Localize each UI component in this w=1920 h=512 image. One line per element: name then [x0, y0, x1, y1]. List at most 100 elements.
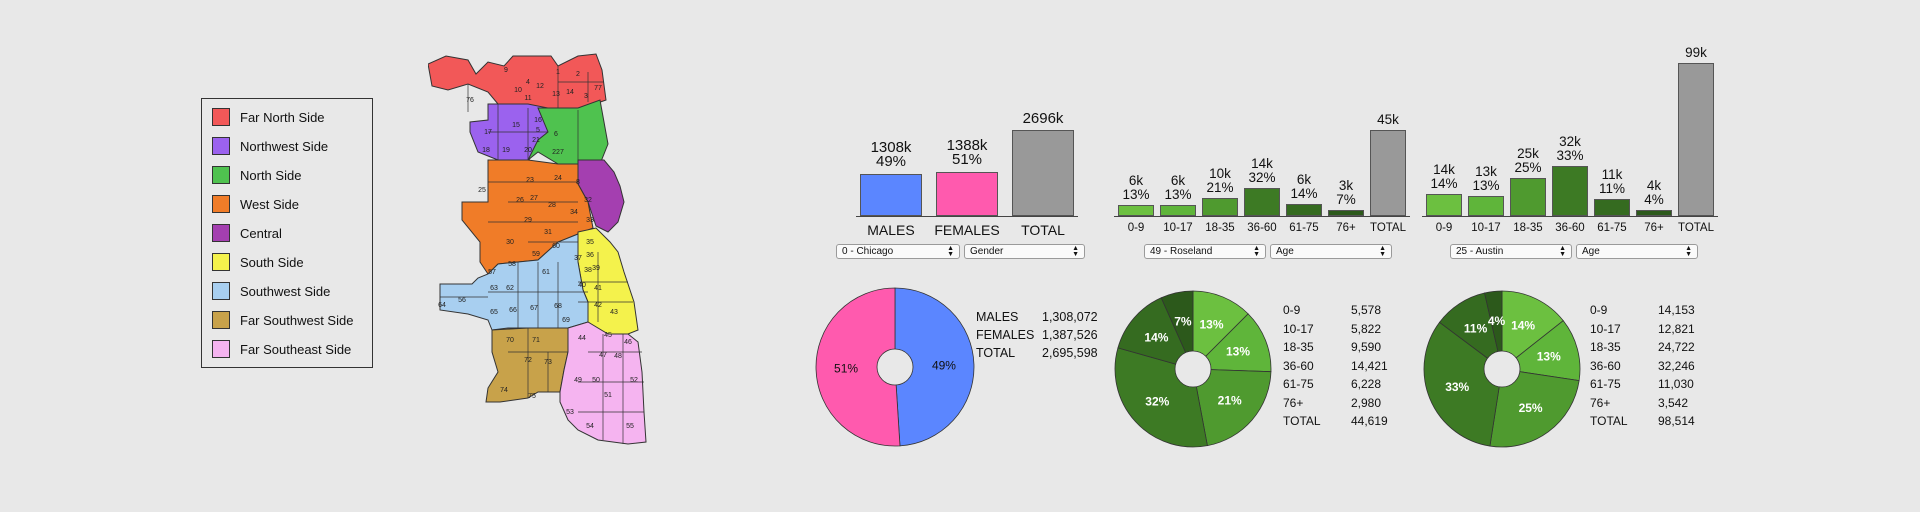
bar-percent: 14% [1290, 186, 1318, 201]
area-select[interactable]: 0 - Chicago ▲ ▼ [836, 244, 960, 259]
table-key: 61-75 [1283, 377, 1314, 391]
legend-item: Central [212, 223, 282, 243]
bar-value: 3k [1338, 178, 1354, 193]
pie-slice[interactable] [1423, 321, 1503, 447]
table-row: 10-17 12,821 [1590, 320, 1695, 339]
bar[interactable] [1510, 178, 1546, 216]
pie-hole [1174, 350, 1212, 388]
bar[interactable] [1468, 196, 1504, 216]
pie-chart[interactable]: 13%13% 21% 32% 14% 7% [1113, 289, 1273, 449]
map-region[interactable] [428, 53, 607, 111]
bar-value: 6k [1128, 173, 1144, 188]
pie-chart[interactable]: 14% 13% 25% 33% 11%4% [1422, 289, 1582, 449]
table-row: TOTAL 2,695,598 [976, 344, 1098, 362]
bar-percent: 21% [1206, 180, 1234, 195]
area-select[interactable]: 49 - Roseland ▲ ▼ [1144, 244, 1266, 259]
map-area-number: 18 [482, 147, 490, 154]
map-area-number: 7 [560, 149, 564, 156]
map-area-number: 13 [552, 91, 560, 98]
bar-category-label: 0-9 [1435, 222, 1453, 234]
legend-label: Far Southeast Side [240, 341, 352, 357]
bar-value-label: 13k 13% [1458, 165, 1514, 193]
bar[interactable] [1286, 204, 1322, 216]
map-area-number: 45 [604, 332, 612, 339]
bar[interactable] [1118, 205, 1154, 216]
pie-slice[interactable] [1501, 320, 1581, 382]
table-key: 18-35 [1283, 340, 1314, 354]
bar[interactable] [1160, 205, 1196, 216]
table-row: 36-60 32,246 [1590, 357, 1695, 376]
bar[interactable] [1678, 63, 1714, 216]
table-key: 36-60 [1590, 358, 1621, 373]
bar[interactable] [1426, 194, 1462, 216]
table-value: 5,578 [1351, 303, 1382, 317]
map-area-number: 73 [544, 359, 552, 366]
table-value: 98,514 [1658, 414, 1695, 428]
pie-slice[interactable] [1489, 368, 1580, 448]
pie-slice[interactable] [815, 287, 901, 447]
pie-slice[interactable] [1192, 313, 1272, 373]
bar-category-label: TOTAL [1021, 222, 1065, 238]
bar-category-label: 18-35 [1513, 222, 1543, 234]
map-area-number: 9 [504, 67, 508, 74]
type-select[interactable]: Age ▲ ▼ [1270, 244, 1392, 259]
bar-axis [1422, 216, 1718, 217]
pie-slice[interactable] [1160, 290, 1194, 370]
bar-value: 32k [1559, 134, 1581, 149]
bar[interactable] [860, 174, 922, 216]
legend-item: Far North Side [212, 107, 325, 127]
map-area-number: 61 [542, 269, 550, 276]
table-key: 18-35 [1590, 340, 1621, 354]
type-select[interactable]: Gender ▲ ▼ [964, 244, 1085, 259]
pie-chart[interactable]: 49% 51% [814, 286, 976, 448]
pie-slice[interactable] [1501, 290, 1564, 370]
area-select[interactable]: 25 - Austin ▲ ▼ [1450, 244, 1572, 259]
bar-category-label: TOTAL [1678, 222, 1714, 234]
bar-category-label: 76+ [1336, 222, 1356, 234]
table-key: 10-17 [1590, 321, 1621, 336]
pie-slice-label: 13% [1226, 344, 1250, 358]
table-row: 36-60 14,421 [1283, 357, 1388, 376]
bar-percent: 32% [1248, 170, 1276, 185]
bar[interactable] [1636, 210, 1672, 216]
bar-percent: 11% [1598, 181, 1626, 196]
legend-item: Far Southwest Side [212, 310, 353, 330]
bar[interactable] [1594, 199, 1630, 216]
legend-label: Central [240, 225, 282, 241]
bar-percent: 13% [1472, 178, 1500, 193]
bar-value: 4k [1646, 178, 1662, 193]
map-area-number: 19 [502, 147, 510, 154]
map-area-number: 4 [526, 79, 530, 86]
legend-item: Far Southeast Side [212, 339, 351, 359]
pie-hole [876, 348, 914, 386]
bar[interactable] [1012, 130, 1074, 216]
pie-slice[interactable] [1484, 290, 1503, 370]
chevron-updown-icon: ▲ ▼ [1253, 244, 1260, 258]
bar-value-label: 1308k 49% [850, 140, 932, 169]
table-value: 2,695,598 [1042, 346, 1098, 360]
map-area-number: 39 [592, 265, 600, 272]
bar-value: 6k [1296, 172, 1312, 187]
map-area-number: 67 [530, 305, 538, 312]
map-area-number: 71 [532, 337, 540, 344]
table-row: 10-17 5,822 [1283, 320, 1388, 339]
bar[interactable] [1552, 166, 1588, 216]
type-select[interactable]: Age ▲ ▼ [1576, 244, 1698, 259]
map-area-number: 20 [524, 147, 532, 154]
map-region[interactable] [485, 327, 569, 403]
bar-value-label: 3k 7% [1318, 179, 1374, 207]
legend-swatch [212, 224, 230, 242]
bar[interactable] [1244, 188, 1280, 216]
bar[interactable] [1328, 210, 1364, 216]
map-area-number: 47 [599, 352, 607, 359]
bar[interactable] [1370, 130, 1406, 216]
bar-value-label: 1388k 51% [926, 138, 1008, 167]
pie-slice[interactable] [1192, 368, 1272, 447]
pie-slice[interactable] [894, 287, 975, 447]
bar-value: 25k [1517, 146, 1539, 161]
pie-slice[interactable] [1117, 297, 1194, 370]
pie-slice[interactable] [1192, 290, 1249, 370]
bar[interactable] [1202, 198, 1238, 216]
bar[interactable] [936, 172, 998, 216]
